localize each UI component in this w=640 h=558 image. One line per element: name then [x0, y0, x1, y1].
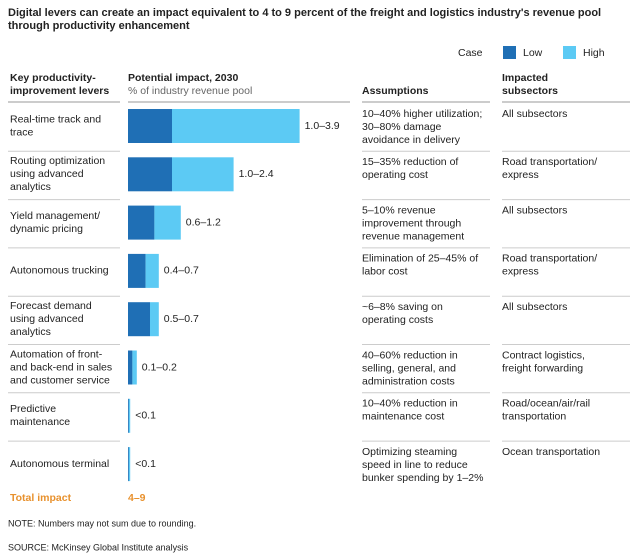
assumption: 40–60% reduction in	[362, 349, 458, 361]
assumption: 10–40% higher utilization;	[362, 108, 482, 120]
subsector: express	[502, 266, 539, 278]
bar-low	[128, 398, 129, 433]
value-label: <0.1	[135, 410, 156, 422]
lever-label: trace	[10, 126, 34, 138]
bar-high	[150, 302, 159, 337]
lever-label: Routing optimization	[10, 155, 105, 167]
bar-low	[128, 205, 155, 240]
header: Key productivity-	[10, 72, 96, 84]
bar-high	[154, 205, 181, 240]
bar-high	[128, 447, 131, 482]
bar-low	[128, 350, 133, 385]
assumption: selling, general, and	[362, 362, 456, 374]
assumption: bunker spending by 1–2%	[362, 472, 483, 484]
assumption: administration costs	[362, 375, 455, 387]
bar-high	[172, 109, 300, 143]
header: Impacted	[502, 72, 548, 84]
assumption: speed in line to reduce	[362, 459, 468, 471]
chart-title: through productivity enhancement	[8, 20, 190, 32]
lever-label: analytics	[10, 181, 51, 193]
legend-swatch	[503, 46, 516, 59]
subsector: express	[502, 169, 539, 181]
subsector: All subsectors	[502, 204, 567, 216]
assumption: 30–80% damage	[362, 121, 442, 133]
assumption: labor cost	[362, 266, 408, 278]
bar-high	[145, 253, 159, 288]
subsector: Road/ocean/air/rail	[502, 398, 590, 410]
assumption: Elimination of 25–45% of	[362, 253, 478, 265]
assumption: operating costs	[362, 314, 433, 326]
total-value: 4–9	[128, 492, 146, 504]
assumption: 10–40% reduction in	[362, 398, 458, 410]
value-label: 1.0–3.9	[305, 120, 340, 132]
assumption: revenue management	[362, 230, 464, 242]
chart-title: Digital levers can create an impact equi…	[8, 7, 601, 19]
bar-low	[128, 253, 146, 288]
subsector: Road transportation/	[502, 253, 597, 265]
lever-label: and customer service	[10, 374, 110, 386]
assumption: 5–10% revenue	[362, 204, 436, 216]
lever-label: Forecast demand	[10, 300, 92, 312]
assumption: ~6–8% saving on	[362, 301, 443, 313]
value-label: 0.1–0.2	[142, 361, 177, 373]
bar-low	[128, 447, 129, 482]
assumption: maintenance cost	[362, 411, 444, 423]
header: Potential impact, 2030	[128, 72, 238, 84]
assumption: avoidance in delivery	[362, 134, 461, 146]
note: NOTE: Numbers may not sum due to roundin…	[8, 518, 196, 528]
lever-label: analytics	[10, 326, 51, 338]
header: Assumptions	[362, 85, 429, 97]
lever-label: Predictive	[10, 403, 56, 415]
lever-label: maintenance	[10, 416, 70, 428]
subsector: Road transportation/	[502, 156, 597, 168]
lever-label: using advanced	[10, 313, 84, 325]
bar-low	[128, 302, 150, 337]
subsector: freight forwarding	[502, 362, 583, 374]
lever-label: Real-time track and	[10, 113, 101, 125]
subsector: Contract logistics,	[502, 349, 585, 361]
subsector: transportation	[502, 411, 566, 423]
source: SOURCE: McKinsey Global Institute analys…	[8, 542, 189, 552]
assumption: 15–35% reduction of	[362, 156, 458, 168]
legend-label: High	[583, 47, 605, 59]
legend-title: Case	[458, 47, 483, 59]
lever-label: Yield management/	[10, 210, 100, 222]
assumption: improvement through	[362, 217, 461, 229]
legend-label: Low	[523, 47, 543, 59]
lever-label: Automation of front-	[10, 348, 103, 360]
assumption: Optimizing steaming	[362, 446, 457, 458]
bar-low	[128, 157, 172, 192]
bar-high	[172, 157, 234, 192]
value-label: 0.4–0.7	[164, 265, 199, 277]
lever-label: using advanced	[10, 168, 84, 180]
bar-low	[128, 109, 172, 143]
lever-label: Autonomous terminal	[10, 458, 109, 470]
subsector: Ocean transportation	[502, 446, 600, 458]
total-label: Total impact	[10, 492, 72, 504]
lever-label: Autonomous trucking	[10, 265, 109, 277]
header: improvement levers	[10, 85, 109, 97]
bar-high	[128, 398, 131, 433]
subsector: All subsectors	[502, 108, 567, 120]
value-label: 1.0–2.4	[239, 168, 274, 180]
subsector: All subsectors	[502, 301, 567, 313]
value-label: <0.1	[135, 458, 156, 470]
lever-label: and back-end in sales	[10, 361, 112, 373]
header-unit: % of industry revenue pool	[128, 85, 252, 97]
value-label: 0.5–0.7	[164, 313, 199, 325]
assumption: operating cost	[362, 169, 428, 181]
bar-high	[132, 350, 137, 385]
legend-swatch	[563, 46, 576, 59]
value-label: 0.6–1.2	[186, 216, 221, 228]
lever-label: dynamic pricing	[10, 223, 83, 235]
header: subsectors	[502, 85, 558, 97]
